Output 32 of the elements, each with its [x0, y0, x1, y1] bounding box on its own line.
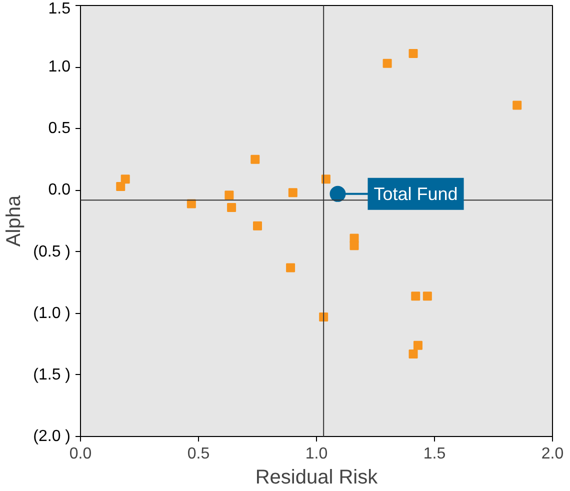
y-tick-label: (2.0 )	[33, 428, 70, 445]
y-tick-label: 0.5	[48, 120, 71, 138]
x-tick-label: 1.5	[423, 446, 446, 462]
y-tick-label: (1.0 )	[33, 304, 70, 322]
point	[512, 100, 522, 110]
point	[120, 174, 130, 184]
point	[350, 241, 359, 250]
point	[288, 188, 298, 198]
point	[227, 202, 236, 212]
point	[408, 49, 418, 58]
point	[253, 221, 262, 230]
point	[286, 263, 296, 272]
x-axis-title: Residual Risk	[255, 466, 379, 488]
point	[250, 154, 260, 164]
point	[224, 190, 234, 200]
y-tick-label: 1.5	[48, 0, 71, 18]
x-tick-label: 0.0	[69, 446, 92, 462]
y-tick-label: 0.0	[48, 182, 71, 199]
series-label: Total Fund	[374, 184, 458, 204]
point	[411, 292, 420, 301]
y-axis-title: Alpha	[3, 194, 26, 247]
point	[413, 340, 422, 350]
x-tick-label: 1.0	[305, 446, 328, 462]
y-tick-label: (0.5 )	[33, 243, 70, 260]
point	[382, 58, 392, 68]
x-tick-label: 2.0	[541, 446, 564, 462]
point	[408, 349, 418, 358]
y-tick-label: 1.0	[48, 58, 71, 76]
point	[422, 292, 432, 301]
y-tick-label: (1.5 )	[33, 366, 70, 384]
point	[116, 182, 126, 192]
x-tick-label: 0.5	[187, 446, 210, 462]
